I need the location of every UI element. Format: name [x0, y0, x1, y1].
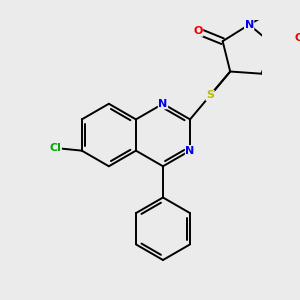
Text: S: S — [206, 91, 214, 100]
Text: Cl: Cl — [50, 143, 61, 153]
Text: N: N — [185, 146, 195, 156]
Text: O: O — [294, 33, 300, 43]
Text: O: O — [193, 26, 203, 36]
Text: N: N — [158, 99, 168, 109]
Text: N: N — [244, 20, 254, 30]
